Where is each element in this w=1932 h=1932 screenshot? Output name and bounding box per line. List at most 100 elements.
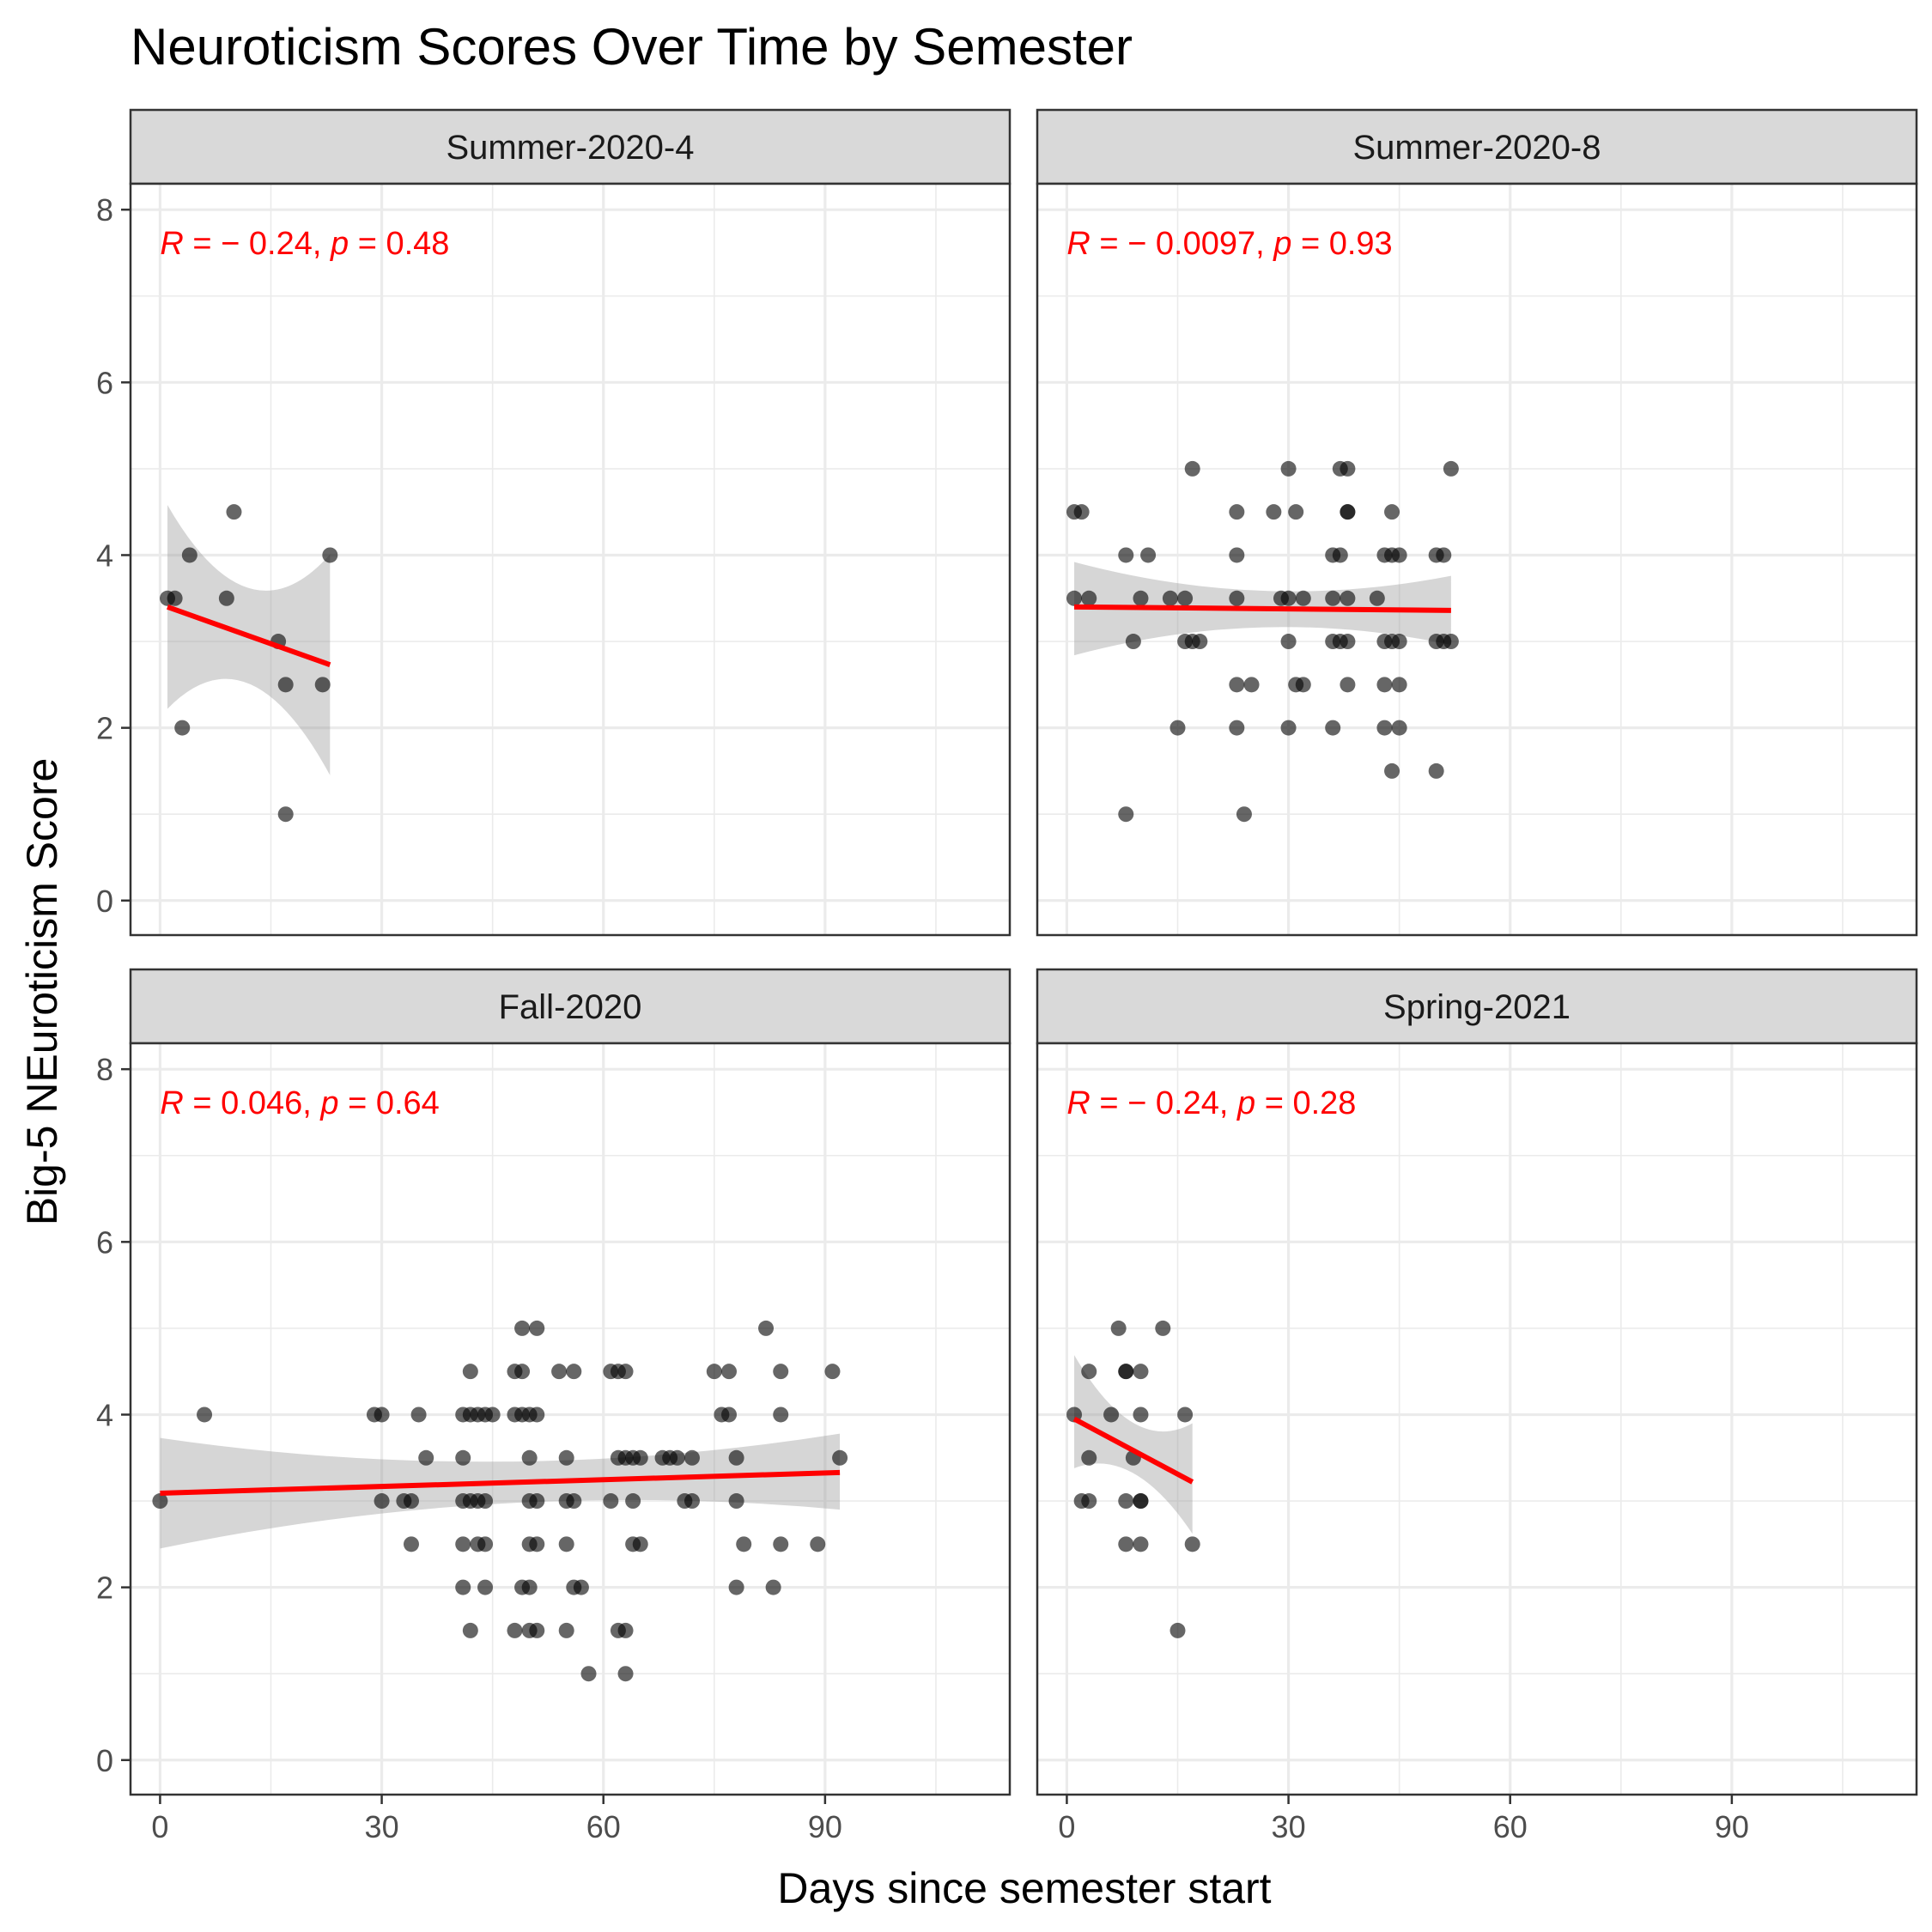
data-point (374, 1493, 390, 1510)
y-tick-label: 0 (96, 884, 113, 919)
data-point (1443, 634, 1459, 650)
data-point (514, 1320, 531, 1336)
x-tick-label: 60 (586, 1809, 621, 1844)
data-point (226, 504, 242, 520)
data-point (484, 1406, 501, 1423)
data-point (197, 1406, 213, 1423)
data-point (1229, 504, 1245, 520)
y-tick-label: 2 (96, 1571, 113, 1606)
y-axis: 0 2 4 6 8 (96, 1052, 131, 1778)
data-point (566, 1493, 582, 1510)
data-point (603, 1493, 619, 1510)
data-point (1081, 1493, 1097, 1510)
panel-background (131, 1043, 1010, 1795)
data-point (728, 1493, 744, 1510)
panel-border (129, 1042, 1012, 1796)
data-point (322, 547, 338, 563)
facet-strip (129, 968, 1012, 1045)
data-point (566, 1364, 582, 1380)
data-point (1162, 590, 1178, 606)
data-point (1376, 720, 1393, 736)
data-point (1340, 634, 1356, 650)
facet-strip-label: Summer-2020-8 (1352, 129, 1601, 167)
data-point (1073, 504, 1090, 520)
data-point (1177, 590, 1194, 606)
data-point (1391, 720, 1407, 736)
correlation-label: R = 0.046, p = 0.64 (160, 1085, 439, 1121)
facet-panels: Summer-2020-4R = − 0.24, p = 0.4802468Su… (96, 108, 1918, 1844)
data-point (529, 1622, 545, 1638)
data-point (314, 677, 331, 693)
data-point (1133, 1493, 1149, 1510)
data-points (160, 504, 338, 823)
data-point (1280, 634, 1297, 650)
data-point (1243, 677, 1260, 693)
data-point (1443, 460, 1459, 477)
data-point (1288, 504, 1304, 520)
data-point (521, 1449, 538, 1466)
data-point (669, 1449, 685, 1466)
data-point (403, 1493, 419, 1510)
data-points (152, 1320, 848, 1682)
data-point (617, 1622, 634, 1638)
data-point (1133, 1364, 1149, 1380)
data-point (1229, 547, 1245, 563)
data-point (1118, 1364, 1134, 1380)
data-point (418, 1449, 434, 1466)
x-tick-label: 90 (1715, 1809, 1749, 1844)
data-point (773, 1364, 789, 1380)
data-point (1081, 590, 1097, 606)
data-point (1376, 677, 1393, 693)
data-point (1295, 677, 1311, 693)
data-point (706, 1364, 722, 1380)
data-point (1081, 1449, 1097, 1466)
data-point (529, 1406, 545, 1423)
panel-border (129, 182, 1012, 937)
data-point (218, 590, 234, 606)
data-point (181, 547, 197, 563)
data-point (1066, 590, 1083, 606)
data-point (1384, 504, 1400, 520)
data-point (721, 1406, 738, 1423)
data-point (810, 1536, 826, 1552)
data-point (477, 1536, 494, 1552)
data-point (529, 1536, 545, 1552)
data-point (167, 590, 183, 606)
data-point (1391, 634, 1407, 650)
data-point (773, 1406, 789, 1423)
data-point (462, 1364, 478, 1380)
data-point (824, 1364, 841, 1380)
x-tick-label: 90 (808, 1809, 842, 1844)
data-point (773, 1536, 789, 1552)
panel-border (1036, 182, 1918, 937)
data-point (1110, 1320, 1127, 1336)
data-point (374, 1406, 390, 1423)
correlation-label: R = − 0.0097, p = 0.93 (1066, 226, 1392, 262)
data-point (1266, 504, 1282, 520)
panel-background (131, 184, 1010, 935)
data-point (1340, 590, 1356, 606)
data-point (1428, 762, 1444, 779)
data-point (617, 1666, 634, 1682)
data-point (1118, 1493, 1134, 1510)
data-point (1280, 460, 1297, 477)
gridlines (1037, 1043, 1917, 1795)
y-tick-label: 0 (96, 1743, 113, 1778)
data-point (1325, 590, 1341, 606)
correlation-label: R = − 0.24, p = 0.48 (160, 226, 449, 262)
facet-panel-fall-2020: Fall-2020 R = 0.046, p = 0.64 0 2 4 6 8 0 30 60 90 (96, 968, 1012, 1844)
facet-strip-label: Spring-2021 (1383, 988, 1571, 1026)
data-point (462, 1622, 478, 1638)
facet-strip-label: Summer-2020-4 (446, 129, 694, 167)
x-tick-label: 30 (365, 1809, 399, 1844)
confidence-band (167, 505, 331, 775)
data-point (1133, 590, 1149, 606)
data-point (1184, 460, 1200, 477)
y-tick-label: 2 (96, 711, 113, 746)
panel-background (1037, 184, 1917, 935)
data-point (514, 1364, 531, 1380)
data-point (477, 1493, 494, 1510)
y-tick-label: 6 (96, 365, 113, 400)
y-tick-label: 4 (96, 538, 113, 573)
